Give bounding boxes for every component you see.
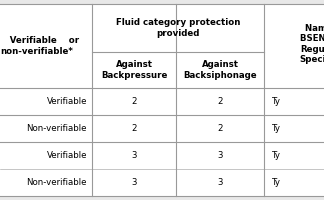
Text: Verifiable: Verifiable <box>47 151 87 160</box>
Text: Ty: Ty <box>272 124 281 133</box>
Text: f    Verifiable    or
non-verifiable*: f Verifiable or non-verifiable* <box>0 36 80 56</box>
Text: 2: 2 <box>217 97 223 106</box>
Text: 3: 3 <box>131 151 137 160</box>
Text: 3: 3 <box>217 151 223 160</box>
Text: 3: 3 <box>217 178 223 187</box>
Text: Against
Backsiphonage: Against Backsiphonage <box>183 60 257 80</box>
Text: Name  of
BSEN  17...
Regulato...
Specifica...: Name of BSEN 17... Regulato... Specifica… <box>300 24 324 64</box>
Text: Non-verifiable: Non-verifiable <box>27 124 87 133</box>
Text: Non-verifiable: Non-verifiable <box>27 178 87 187</box>
Text: 2: 2 <box>217 124 223 133</box>
Text: Ty: Ty <box>272 97 281 106</box>
Text: Fluid category protection
provided: Fluid category protection provided <box>116 18 240 38</box>
Text: Verifiable: Verifiable <box>47 97 87 106</box>
Text: Against
Backpressure: Against Backpressure <box>101 60 167 80</box>
Text: 2: 2 <box>131 124 137 133</box>
Text: 3: 3 <box>131 178 137 187</box>
Text: 2: 2 <box>131 97 137 106</box>
Text: Ty: Ty <box>272 151 281 160</box>
Text: Ty: Ty <box>272 178 281 187</box>
